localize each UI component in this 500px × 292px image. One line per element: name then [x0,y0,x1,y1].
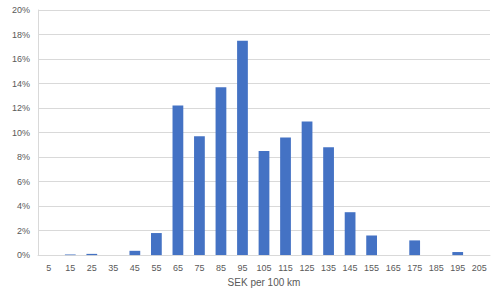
svg-text:18%: 18% [12,30,30,40]
svg-text:105: 105 [256,263,271,273]
svg-text:135: 135 [321,263,336,273]
svg-text:5: 5 [46,263,51,273]
svg-text:16%: 16% [12,54,30,64]
svg-text:2%: 2% [17,226,30,236]
svg-text:65: 65 [173,263,183,273]
svg-text:25: 25 [87,263,97,273]
svg-text:4%: 4% [17,201,30,211]
svg-text:75: 75 [194,263,204,273]
svg-text:10%: 10% [12,128,30,138]
svg-text:12%: 12% [12,103,30,113]
svg-text:185: 185 [429,263,444,273]
svg-text:35: 35 [108,263,118,273]
svg-text:115: 115 [278,263,292,273]
svg-text:205: 205 [472,263,487,273]
svg-text:195: 195 [450,263,465,273]
svg-text:175: 175 [407,263,422,273]
svg-text:6%: 6% [17,177,30,187]
svg-text:20%: 20% [12,5,30,15]
svg-text:8%: 8% [17,152,30,162]
svg-text:125: 125 [300,263,315,273]
svg-text:SEK per 100 km: SEK per 100 km [228,277,301,288]
svg-text:95: 95 [237,263,247,273]
svg-text:145: 145 [343,263,358,273]
svg-text:165: 165 [386,263,401,273]
svg-text:0%: 0% [17,250,30,260]
svg-text:85: 85 [216,263,226,273]
svg-text:155: 155 [364,263,379,273]
svg-text:45: 45 [130,263,140,273]
svg-text:55: 55 [151,263,161,273]
svg-text:14%: 14% [12,79,30,89]
svg-text:15: 15 [65,263,75,273]
